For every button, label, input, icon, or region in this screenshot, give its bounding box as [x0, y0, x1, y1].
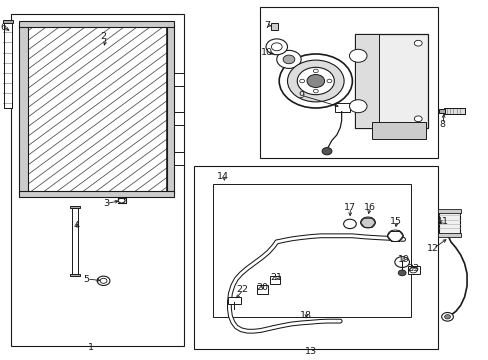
Circle shape	[394, 257, 408, 267]
Text: 4: 4	[74, 220, 80, 230]
Bar	[213, 184, 410, 317]
Bar	[173, 152, 183, 165]
Circle shape	[413, 116, 421, 122]
Bar	[173, 112, 183, 125]
Text: 1: 1	[88, 343, 94, 352]
Circle shape	[297, 67, 334, 95]
Text: 18: 18	[300, 310, 311, 320]
Circle shape	[326, 79, 331, 83]
Bar	[257, 285, 268, 294]
Circle shape	[441, 312, 452, 321]
Text: 14: 14	[217, 172, 229, 181]
Circle shape	[444, 315, 449, 319]
Circle shape	[408, 267, 416, 273]
Text: 2: 2	[101, 32, 106, 41]
Bar	[3, 22, 12, 108]
Bar	[72, 207, 78, 275]
Text: 5: 5	[83, 274, 89, 284]
Bar	[371, 122, 425, 139]
Bar	[70, 274, 80, 276]
Circle shape	[271, 43, 282, 51]
Bar	[438, 109, 444, 113]
Text: 16: 16	[363, 202, 375, 211]
Text: 10: 10	[261, 48, 272, 57]
Circle shape	[413, 40, 421, 46]
Circle shape	[322, 148, 331, 155]
Bar	[270, 23, 278, 30]
Text: 15: 15	[389, 217, 402, 226]
Text: 23: 23	[407, 264, 419, 273]
Circle shape	[313, 89, 318, 93]
Text: 21: 21	[270, 273, 282, 282]
Text: 22: 22	[236, 285, 248, 294]
Text: 3: 3	[103, 199, 109, 208]
Circle shape	[386, 230, 402, 242]
Bar	[193, 166, 437, 349]
Bar	[70, 206, 80, 208]
Text: 11: 11	[436, 217, 447, 226]
Circle shape	[287, 60, 344, 102]
Text: 19: 19	[397, 255, 409, 264]
Text: 13: 13	[304, 346, 316, 356]
Circle shape	[276, 50, 301, 68]
Bar	[354, 34, 379, 128]
Circle shape	[313, 69, 318, 73]
Circle shape	[306, 75, 324, 87]
Circle shape	[283, 55, 294, 64]
Bar	[19, 21, 173, 27]
Bar	[334, 103, 349, 112]
Circle shape	[279, 54, 352, 108]
Bar	[437, 233, 460, 237]
Bar	[270, 276, 280, 284]
Text: 17: 17	[343, 202, 355, 211]
Text: 8: 8	[439, 120, 445, 129]
Bar	[19, 191, 173, 197]
Text: 7: 7	[264, 21, 269, 30]
Circle shape	[360, 217, 375, 228]
Bar	[173, 73, 183, 86]
Bar	[443, 108, 464, 114]
Bar	[259, 7, 437, 158]
Bar	[443, 108, 464, 114]
Circle shape	[349, 49, 366, 62]
Text: 12: 12	[426, 244, 438, 253]
Bar	[2, 20, 13, 23]
Text: 9: 9	[298, 91, 304, 100]
Circle shape	[265, 39, 287, 55]
Bar	[407, 266, 419, 274]
Circle shape	[349, 100, 366, 113]
Bar	[438, 211, 459, 236]
Bar	[3, 22, 12, 108]
Bar	[11, 14, 183, 346]
Bar	[28, 25, 166, 193]
Text: 20: 20	[256, 284, 267, 292]
Circle shape	[397, 270, 405, 276]
Bar	[354, 34, 427, 128]
Bar	[437, 209, 460, 213]
Bar	[227, 297, 241, 304]
Circle shape	[343, 219, 356, 229]
Bar	[166, 25, 173, 193]
Bar	[28, 25, 166, 193]
Circle shape	[299, 79, 304, 83]
Bar	[19, 25, 28, 193]
Text: 6: 6	[0, 23, 6, 32]
